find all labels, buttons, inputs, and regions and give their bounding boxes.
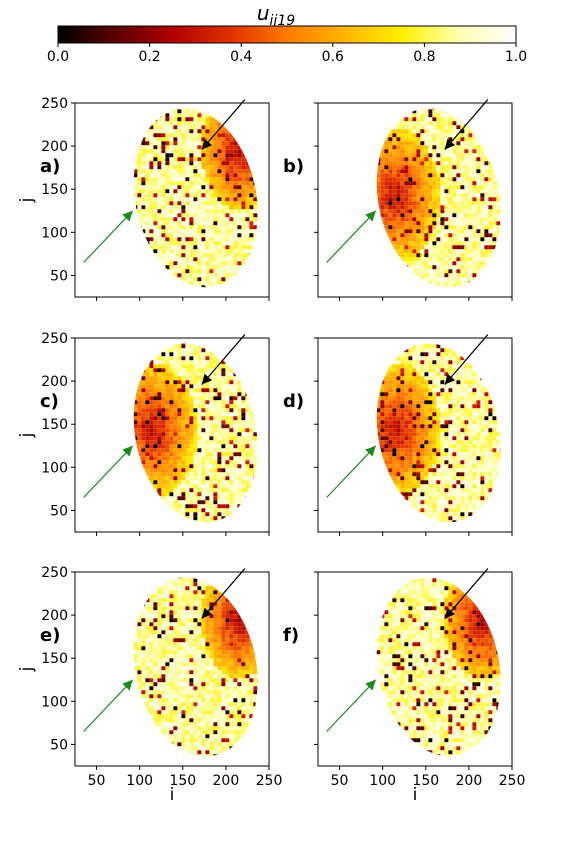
- black-arrowhead: [201, 373, 213, 385]
- black-arrow-line: [201, 568, 246, 619]
- green-arrowhead: [365, 679, 376, 691]
- axes-frame: [317, 102, 513, 298]
- y-tick-label: 200: [41, 139, 68, 155]
- colorbar-label-sub: ij19: [270, 13, 296, 29]
- x-tick-label: 150: [412, 773, 439, 789]
- panel-label: e): [40, 625, 60, 646]
- panel-e: 50 100 150 200 250 50 100 150 200 250 e): [40, 565, 282, 789]
- x-axis-label: i: [413, 785, 418, 805]
- panel-b: b): [283, 99, 513, 301]
- black-arrowhead: [201, 607, 213, 619]
- colorbar-tick-label: 0.8: [413, 49, 435, 65]
- x-tick-label: 200: [213, 773, 240, 789]
- x-tick-label: 250: [256, 773, 283, 789]
- colorbar-ticks: 0.0 0.2 0.4 0.6 0.8 1.0: [47, 43, 527, 65]
- colorbar: uij19 0.0 0.2 0.4 0.6 0.8 1.0: [47, 1, 527, 65]
- heatmap: [372, 336, 509, 533]
- panel-label: b): [283, 156, 304, 177]
- x-tick-label: 200: [456, 773, 483, 789]
- colorbar-tick-label: 0.4: [230, 49, 252, 65]
- panel-a: 50 100 150 200 250 a): [40, 96, 270, 301]
- green-arrow-line: [326, 210, 377, 263]
- black-arrow-line: [444, 334, 489, 385]
- y-axis-label: j: [17, 433, 37, 439]
- y-tick-label: 250: [41, 96, 68, 112]
- panel-f: 50 100 150 200 250 f): [283, 568, 526, 789]
- panels: 50 100 150 200 250 a) b) 50 100 150 200 250 c) d) 50 10…: [40, 96, 525, 789]
- panel-label: d): [283, 391, 304, 412]
- black-arrow-line: [444, 99, 489, 150]
- y-tick-label: 250: [41, 331, 68, 347]
- y-tick-label: 50: [50, 268, 68, 284]
- x-axis-label: i: [170, 785, 175, 805]
- x-tick-label: 150: [169, 773, 196, 789]
- y-tick-label: 50: [50, 737, 68, 753]
- heatmap: [129, 101, 266, 298]
- colorbar-label: uij19: [257, 1, 295, 29]
- y-tick-label: 50: [50, 503, 68, 519]
- colorbar-tick-label: 0.0: [47, 49, 69, 65]
- panel-label: c): [40, 391, 59, 412]
- y-tick-label: 150: [41, 417, 68, 433]
- black-arrowhead: [444, 138, 456, 150]
- green-arrow-line: [326, 445, 377, 498]
- y-tick-label: 250: [41, 565, 68, 581]
- heatmap: [129, 570, 266, 767]
- x-tick-label: 100: [126, 773, 153, 789]
- y-axis-label: j: [17, 667, 37, 673]
- axes-frame: [74, 337, 270, 533]
- black-arrowhead: [201, 138, 213, 150]
- y-tick-label: 100: [41, 694, 68, 710]
- black-arrow-line: [444, 568, 489, 619]
- colorbar-gradient: [57, 25, 517, 44]
- green-arrow-line: [83, 210, 134, 263]
- green-arrow-line: [83, 679, 134, 732]
- green-arrowhead: [122, 210, 133, 222]
- y-tick-label: 150: [41, 651, 68, 667]
- green-arrow-line: [83, 445, 134, 498]
- green-arrowhead: [365, 445, 376, 457]
- x-tick-label: 50: [331, 773, 349, 789]
- axes-frame: [74, 102, 270, 298]
- heatmap: [129, 336, 266, 533]
- black-arrowhead: [444, 373, 456, 385]
- y-tick-label: 100: [41, 225, 68, 241]
- y-tick-label: 200: [41, 374, 68, 390]
- black-arrow-line: [201, 334, 246, 385]
- y-axis-label: j: [17, 198, 37, 204]
- axes-frame: [317, 571, 513, 767]
- black-arrow-line: [201, 99, 246, 150]
- green-arrowhead: [122, 445, 133, 457]
- colorbar-tick-label: 0.6: [322, 49, 344, 65]
- colorbar-tick-label: 1.0: [505, 49, 527, 65]
- axes-frame: [317, 337, 513, 533]
- y-tick-label: 100: [41, 460, 68, 476]
- x-tick-label: 100: [369, 773, 396, 789]
- green-arrowhead: [365, 210, 376, 222]
- panel-label: f): [283, 625, 299, 646]
- panel-label: a): [40, 156, 60, 177]
- panel-c: 50 100 150 200 250 c): [40, 331, 270, 536]
- green-arrowhead: [122, 679, 133, 691]
- colorbar-tick-label: 0.2: [138, 49, 160, 65]
- x-tick-label: 50: [88, 773, 106, 789]
- heatmap: [372, 101, 509, 298]
- axis-labels: i i j j j: [17, 198, 417, 805]
- panel-d: d): [283, 334, 513, 536]
- axes-frame: [74, 571, 270, 767]
- heatmap: [372, 570, 509, 767]
- y-tick-label: 200: [41, 608, 68, 624]
- black-arrowhead: [444, 607, 456, 619]
- green-arrow-line: [326, 679, 377, 732]
- x-tick-label: 250: [499, 773, 526, 789]
- y-tick-label: 150: [41, 182, 68, 198]
